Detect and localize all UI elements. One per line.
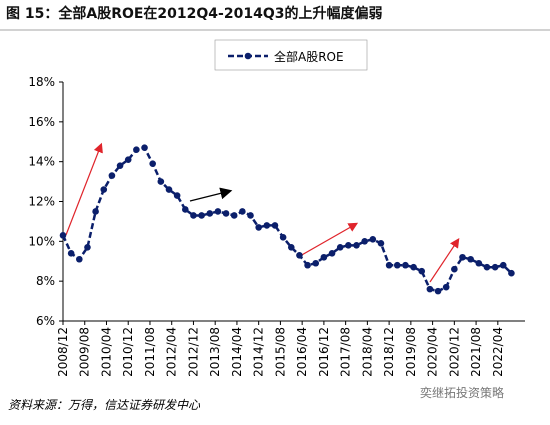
x-tick-label: 2019/08	[404, 327, 418, 377]
point	[499, 261, 507, 269]
point	[239, 208, 246, 215]
arrow	[65, 142, 103, 236]
point	[198, 212, 205, 219]
point	[214, 208, 222, 215]
y-tick-label: 10%	[28, 234, 55, 248]
x-tick-label: 2022/04	[491, 327, 505, 377]
point	[418, 267, 426, 275]
point	[345, 242, 352, 249]
x-tick-label: 2010/12	[121, 327, 135, 377]
x-tick-label: 2018/04	[360, 327, 374, 377]
point	[410, 263, 417, 271]
x-tick-label: 2013/08	[208, 327, 222, 377]
point	[157, 178, 165, 185]
x-tick-label: 2016/04	[295, 327, 309, 377]
point	[230, 212, 238, 219]
point	[377, 240, 385, 247]
point	[181, 206, 189, 213]
point	[287, 244, 295, 251]
x-tick-label: 2012/12	[186, 327, 200, 377]
point	[247, 212, 254, 219]
point	[442, 283, 450, 291]
legend-marker	[244, 52, 252, 60]
y-tick-label: 18%	[28, 75, 55, 89]
point	[475, 259, 483, 267]
point	[92, 208, 99, 215]
point	[255, 224, 262, 231]
y-tick-label: 16%	[28, 115, 55, 129]
watermark: 奕继拓投资策略	[420, 385, 504, 400]
x-tick-label: 2020/04	[426, 327, 440, 377]
x-tick-label: 2008/12	[56, 327, 70, 377]
point	[108, 172, 116, 179]
point	[459, 253, 466, 261]
point	[451, 265, 458, 273]
point	[393, 261, 401, 269]
y-tick-label: 14%	[28, 155, 55, 169]
point	[312, 259, 320, 267]
point	[76, 255, 83, 263]
point	[508, 269, 515, 277]
point	[100, 186, 108, 193]
arrow	[189, 187, 233, 202]
point	[149, 160, 156, 167]
x-tick-label: 2012/04	[165, 327, 179, 377]
chart-title: 图 15：全部A股ROE在2012Q4-2014Q3的上升幅度偏弱	[6, 5, 382, 22]
series-line	[61, 146, 513, 293]
point	[173, 192, 181, 199]
point	[124, 156, 132, 163]
point	[336, 244, 344, 251]
point	[116, 162, 124, 169]
x-tick-label: 2014/12	[252, 327, 266, 377]
source: 资料来源：万得，信达证券研发中心	[8, 398, 201, 412]
point	[483, 263, 491, 271]
point	[353, 242, 360, 249]
point	[279, 234, 287, 241]
point	[304, 261, 311, 269]
point	[467, 255, 474, 263]
point	[59, 232, 67, 239]
x-tick-label: 2018/12	[382, 327, 396, 377]
x-tick-label: 2010/04	[99, 327, 113, 377]
legend-label: 全部A股ROE	[274, 49, 344, 64]
point	[320, 253, 328, 261]
point	[271, 222, 279, 229]
point	[361, 238, 368, 245]
point	[426, 285, 434, 293]
x-tick-label: 2020/12	[447, 327, 461, 377]
arrow	[299, 222, 359, 257]
point	[222, 210, 230, 217]
x-tick-label: 2014/04	[230, 327, 244, 377]
x-tick-label: 2021/08	[469, 327, 483, 377]
x-tick-label: 2016/12	[317, 327, 331, 377]
y-tick-label: 6%	[36, 314, 55, 328]
x-tick-label: 2015/08	[273, 327, 287, 377]
y-tick-label: 8%	[36, 274, 55, 288]
point	[369, 236, 377, 243]
point	[434, 287, 442, 295]
point	[190, 212, 197, 219]
x-tick-label: 2009/08	[78, 327, 92, 377]
x-tick-label: 2011/08	[143, 327, 157, 377]
arrow	[429, 238, 460, 283]
point	[263, 222, 271, 229]
point	[385, 261, 393, 269]
point	[206, 210, 214, 217]
x-tick-label: 2017/08	[339, 327, 353, 377]
point	[328, 249, 336, 257]
point	[141, 144, 148, 152]
y-tick-label: 12%	[28, 195, 55, 209]
point	[296, 251, 303, 259]
point	[84, 244, 91, 251]
point	[402, 261, 409, 269]
point	[67, 249, 75, 257]
point	[165, 186, 173, 193]
point	[491, 263, 499, 271]
point	[133, 146, 140, 154]
